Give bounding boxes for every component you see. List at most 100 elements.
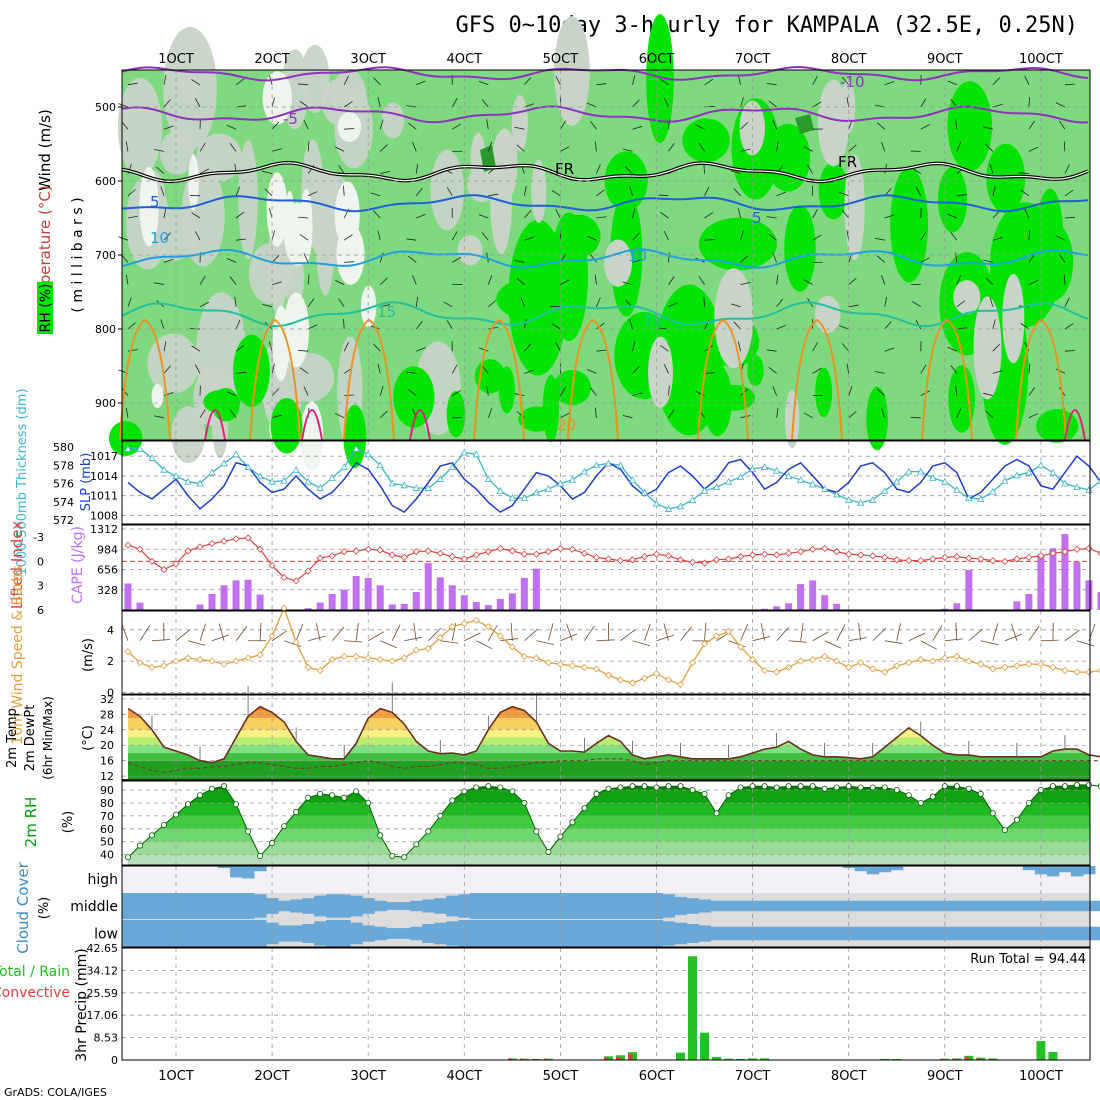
precip-total-bar [700, 1032, 710, 1060]
wind-barb [704, 239, 715, 241]
wind-barb [481, 232, 489, 241]
thickness-point [893, 477, 901, 485]
wind-barb [415, 320, 423, 330]
temp-band [127, 752, 1090, 761]
thickness-point [244, 463, 252, 470]
wind-barb [307, 324, 318, 330]
wind-barb [740, 122, 749, 130]
moist-region [765, 123, 811, 192]
rh-point [269, 840, 276, 847]
thickness-point [496, 486, 505, 494]
y-tick-label: 6 [37, 604, 44, 617]
moist-region [1036, 409, 1079, 443]
wind-speed-point [604, 671, 613, 679]
wind-speed-point [1049, 663, 1057, 671]
cape-lifted-index-panel: 328 656 984 1312 -3 0 3 6 [33, 523, 1100, 617]
cloud-middle-bar [290, 899, 303, 913]
thickness-point [736, 473, 745, 481]
lifted-index-point [821, 544, 829, 553]
contour-label: -10 [840, 73, 865, 91]
wind-barb [416, 80, 426, 86]
wind-barb [487, 275, 493, 285]
dry-region [151, 383, 164, 409]
wind-barb [555, 342, 561, 352]
wind-barb [262, 303, 273, 308]
wind-speed-point [376, 655, 384, 664]
wind-barb [118, 236, 129, 241]
y-tick-label: 12 [100, 770, 114, 783]
wind-barb [194, 364, 201, 374]
thickness-point [124, 444, 132, 452]
wind-barb [704, 622, 707, 641]
wind-barb [1018, 172, 1029, 174]
wind-speed-point [1073, 668, 1081, 676]
wind-barb [408, 255, 417, 263]
wind-barb [632, 99, 640, 108]
freezing-level-core [121, 162, 1089, 183]
rh-legend-swatch [37, 282, 53, 334]
y-tick-label: 576 [53, 478, 74, 491]
wind-barb [668, 142, 675, 152]
wind-barb [807, 164, 814, 174]
wind-barb [163, 99, 171, 108]
contour-label: -5 [283, 110, 298, 128]
lifted-index-point [977, 555, 985, 563]
dry-region [147, 333, 200, 394]
cloud-low-bar [902, 926, 916, 941]
isotherm-5 [121, 194, 1089, 213]
wind-barb [262, 170, 273, 174]
y-tick-label: 3 [37, 580, 44, 593]
precip-total-bar [1048, 1051, 1058, 1060]
wind-barb [594, 407, 597, 418]
temp2m-unit-label: (°C) [81, 725, 96, 751]
wind-barb [343, 234, 353, 241]
wind-speed-point [364, 654, 372, 662]
lifted-index-point [256, 545, 264, 553]
cloud-low-bar [121, 920, 135, 947]
wind-barb [983, 126, 993, 130]
wind-barb [1064, 83, 1075, 86]
wind-barb [668, 409, 675, 419]
wind-barb [848, 277, 857, 285]
cloud-frame [121, 865, 1091, 948]
moist-region [938, 166, 968, 233]
slp-axis-label: SLP (mb) [79, 453, 94, 512]
wind-barb [427, 627, 442, 642]
wind-barb [841, 343, 850, 352]
lifted-index-point [160, 565, 168, 574]
wind-barb [524, 103, 534, 108]
lifted-index-point [556, 544, 564, 553]
thickness-point [580, 467, 589, 475]
moist-region [518, 406, 556, 432]
cloud-middle-bar [878, 900, 892, 912]
rh-point [425, 828, 432, 835]
thickness-point [532, 488, 541, 496]
cloud-high-bar [1034, 866, 1048, 875]
wind-barb [478, 214, 489, 219]
wind-barb [839, 192, 849, 197]
cloud-middle-bar [638, 893, 651, 919]
wind-barb [950, 365, 958, 374]
upper-air-frame [121, 69, 1091, 441]
thickness-point [424, 484, 432, 491]
thickness-point [760, 463, 769, 470]
wind-barb [488, 193, 499, 197]
cape-bar [220, 585, 228, 610]
cape-bar [304, 608, 312, 610]
wind-barb [704, 212, 714, 219]
wind-barb [121, 254, 129, 263]
cape-bar [316, 602, 324, 610]
wind-barb [194, 231, 201, 241]
wind-speed-point [544, 659, 552, 667]
rh-point [917, 799, 924, 806]
cloud-middle-bar [602, 893, 615, 919]
lifted-index-point [1097, 550, 1100, 556]
y-tick-label: 70 [100, 810, 114, 823]
thickness-point [364, 450, 372, 458]
wind-barb [452, 123, 462, 130]
dry-region [953, 280, 981, 315]
wind-barb [236, 238, 247, 241]
wind-barb [596, 189, 605, 197]
cloud-middle-bar [374, 900, 387, 912]
wind-barb [199, 142, 206, 152]
